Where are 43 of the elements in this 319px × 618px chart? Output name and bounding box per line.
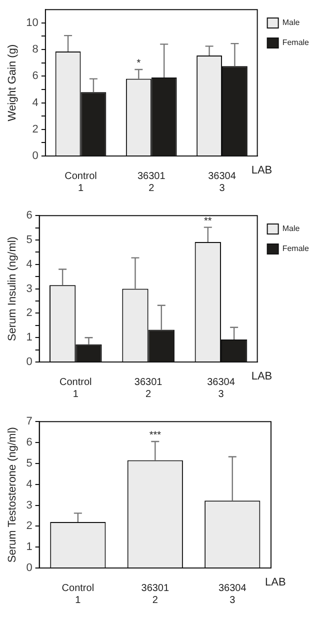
y-axis-title: Serum Insulin (ng/ml): [6, 236, 19, 342]
y-tick-label: 6: [26, 210, 32, 222]
x-tick-label: 36304 3: [208, 170, 236, 194]
y-tick-label: 6: [26, 436, 32, 449]
data-label: **: [204, 216, 212, 228]
y-tick-label: 0: [32, 150, 38, 162]
y-tick-label: 4: [26, 258, 32, 270]
x-tick-label: Control 1: [64, 170, 97, 194]
y-tick-label: 10: [26, 16, 38, 29]
y-tick-label: 7: [26, 416, 32, 428]
x-tick-label: 36301 2: [137, 170, 166, 194]
x-axis-title: LAB: [265, 576, 286, 589]
y-tick-label: 5: [26, 457, 32, 470]
y-tick-label: 1: [26, 332, 32, 344]
x-tick-label: 36304 3: [218, 582, 247, 606]
legend-label: Male: [282, 224, 300, 234]
y-tick-label: 6: [32, 70, 38, 82]
y-tick-label: 3: [26, 499, 32, 512]
x-tick-label: Control 1: [60, 376, 92, 400]
x-axis-title: LAB: [251, 164, 272, 177]
y-tick-label: 2: [32, 123, 38, 136]
y-tick-label: 4: [32, 96, 38, 109]
y-tick-label: 5: [26, 234, 32, 246]
x-tick-label: 36304 3: [207, 376, 236, 400]
data-label: *: [136, 58, 141, 70]
y-tick-label: 0: [26, 562, 32, 574]
y-tick-label: 0: [26, 356, 32, 368]
y-tick-label: 8: [32, 44, 38, 56]
y-tick-label: 2: [26, 520, 32, 532]
y-tick-label: 1: [26, 541, 32, 554]
x-axis-title: LAB: [251, 370, 272, 383]
y-tick-label: 4: [26, 478, 32, 490]
legend-label: Female: [282, 38, 310, 48]
y-axis-title: Weight Gain (g): [6, 44, 19, 122]
legend-label: Female: [282, 244, 310, 254]
legend-label: Male: [282, 18, 300, 28]
y-axis-title: Serum Testosterone (ng/ml): [6, 427, 19, 563]
x-tick-label: Control 1: [62, 582, 94, 606]
x-tick-label: 36301 2: [141, 582, 170, 606]
y-tick-label: 3: [26, 282, 32, 295]
data-label: ***: [149, 430, 162, 442]
x-tick-label: 36301 2: [134, 376, 163, 400]
y-tick-label: 2: [26, 307, 32, 320]
